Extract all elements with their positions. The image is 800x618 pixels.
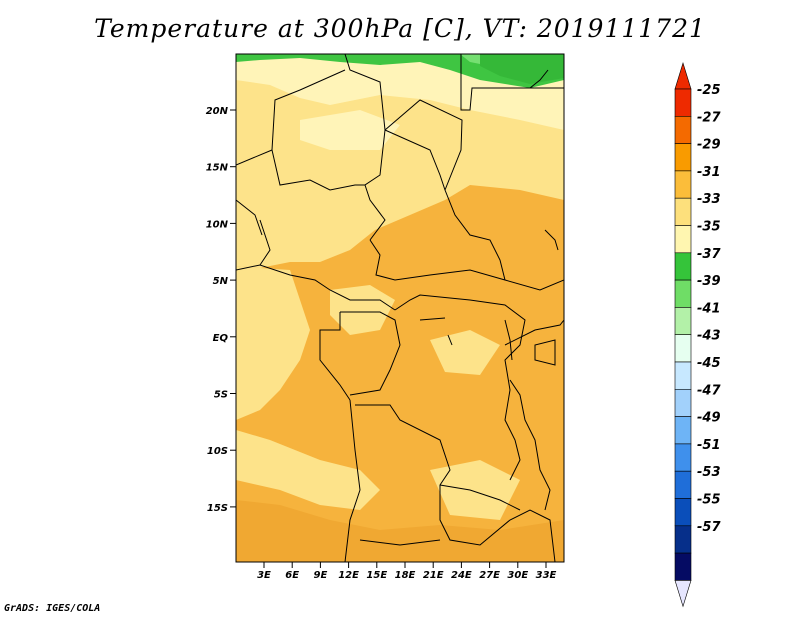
- colorbar-label: -41: [697, 301, 721, 316]
- colorbar-segment: [674, 361, 692, 390]
- border-line: [369, 239, 564, 291]
- border-line: [271, 149, 365, 191]
- colorbar-segment: [674, 525, 692, 554]
- border-line: [236, 199, 263, 236]
- border-line: [419, 317, 513, 361]
- lon-tick-label: 30E: [507, 570, 528, 581]
- colorbar-segment: [674, 197, 692, 226]
- lon-tick-label: 12E: [338, 570, 359, 581]
- colorbar-segment: [674, 252, 692, 281]
- lat-tick-label: 5N: [213, 276, 229, 287]
- lat-tick-label: 15N: [206, 163, 229, 174]
- field-minus29-south: [236, 500, 564, 562]
- border-line: [504, 319, 564, 346]
- border-line: [344, 399, 361, 562]
- border-line: [236, 264, 396, 311]
- border-line: [319, 312, 351, 401]
- lon-tick-label: 3E: [257, 570, 271, 581]
- colorbar-label: -39: [697, 274, 721, 289]
- latitude-axis: 20N 15N 10N 5N EQ 5S 10S 15S: [206, 106, 236, 514]
- longitude-axis: 3E 6E 9E 12E 15E 18E 21E 24E 27E 30E 33E: [257, 562, 557, 581]
- lon-tick-label: 15E: [366, 570, 387, 581]
- colorbar-bottom-tip: [674, 580, 692, 608]
- colorbar-segment: [674, 334, 692, 363]
- lat-tick-label: 10S: [207, 446, 228, 457]
- grads-credit: GrADS: IGES/COLA: [4, 603, 101, 614]
- border-line: [439, 484, 521, 511]
- lat-tick-label: 5S: [214, 390, 228, 401]
- lon-tick-label: 9E: [314, 570, 328, 581]
- colorbar-top-tip: [674, 61, 692, 90]
- border-line: [534, 339, 556, 366]
- colorbar-label: -51: [697, 438, 721, 453]
- colorbar-segment: [674, 552, 692, 581]
- field-minus33-patch-east: [430, 330, 500, 375]
- lon-tick-label: 21E: [423, 570, 444, 581]
- colorbar-segment: [674, 470, 692, 499]
- lon-tick-label: 33E: [536, 570, 557, 581]
- colorbar-label: -25: [697, 83, 721, 98]
- colorbar-label: -49: [697, 411, 721, 426]
- map-borders: [236, 54, 564, 562]
- lon-tick-label: 18E: [395, 570, 416, 581]
- lon-tick-label: 6E: [285, 570, 299, 581]
- colorbar-label: -27: [697, 110, 721, 125]
- lat-tick-label: EQ: [213, 333, 229, 344]
- colorbar-label: -45: [697, 356, 721, 371]
- colorbar-segment: [674, 225, 692, 254]
- border-line: [460, 54, 564, 111]
- border-line: [355, 404, 556, 562]
- border-line: [384, 99, 463, 191]
- colorbar-label: -55: [697, 493, 721, 508]
- colorbar: -25 -27 -29 -31 -33 -35 -37 -39 -41 -43 -45 -47 -49 -…: [674, 61, 721, 608]
- border-line: [384, 129, 506, 281]
- lat-tick-label: 15S: [207, 503, 228, 514]
- colorbar-segment: [674, 116, 692, 144]
- border-line: [394, 294, 526, 481]
- colorbar-label: -33: [697, 192, 721, 207]
- border-line: [340, 311, 401, 396]
- colorbar-segment: [674, 279, 692, 308]
- colorbar-segment: [674, 170, 692, 199]
- colorbar-segment: [674, 416, 692, 445]
- lat-tick-label: 20N: [206, 106, 229, 117]
- border-line: [544, 229, 559, 251]
- field-minus33-patch-central: [330, 285, 395, 335]
- border-line: [344, 54, 386, 241]
- map-title: Temperature at 300hPa [C], VT: 201911172…: [94, 14, 706, 43]
- colorbar-segment: [674, 498, 692, 527]
- border-line: [509, 379, 551, 511]
- field-minus33-south2: [430, 460, 520, 520]
- lon-tick-label: 24E: [451, 570, 472, 581]
- colorbar-segment: [674, 307, 692, 335]
- border-line: [236, 69, 346, 166]
- colorbar-label: -47: [697, 383, 721, 398]
- border-line: [359, 539, 441, 546]
- colorbar-label: -35: [697, 220, 721, 235]
- colorbar-label: -43: [697, 329, 721, 344]
- colorbar-segment: [674, 143, 692, 172]
- colorbar-segment: [674, 443, 692, 472]
- colorbar-label: -57: [697, 520, 721, 535]
- border-line: [259, 219, 271, 266]
- border-line: [529, 69, 549, 89]
- colorbar-label: -31: [697, 165, 721, 180]
- field-minus35-patch: [300, 110, 400, 150]
- colorbar-segment: [674, 388, 692, 417]
- colorbar-label: -29: [697, 138, 721, 153]
- temperature-field: [236, 54, 564, 562]
- lon-tick-label: 27E: [479, 570, 500, 581]
- lat-tick-label: 10N: [206, 219, 229, 230]
- field-minus33-west: [236, 266, 310, 420]
- map-frame: [235, 53, 565, 563]
- colorbar-label: -53: [697, 465, 721, 480]
- colorbar-segment: [674, 88, 692, 117]
- field-minus33-south: [236, 430, 380, 510]
- colorbar-label: -37: [697, 247, 721, 262]
